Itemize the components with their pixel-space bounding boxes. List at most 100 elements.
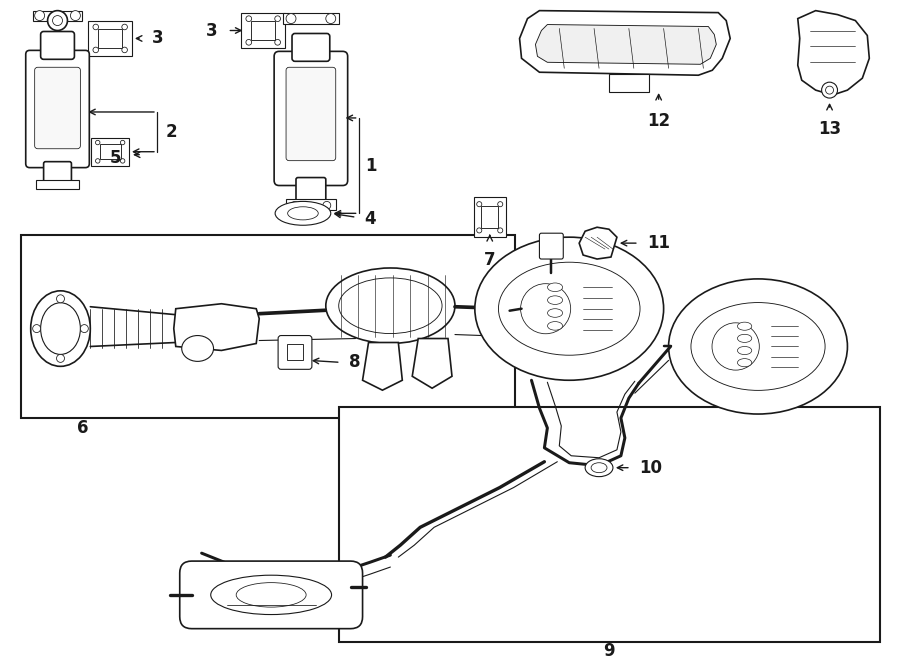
Circle shape: [323, 201, 331, 209]
Circle shape: [95, 159, 100, 163]
Text: 4: 4: [364, 211, 376, 228]
Polygon shape: [363, 342, 402, 390]
Text: 11: 11: [647, 234, 670, 252]
Text: 9: 9: [603, 641, 615, 659]
Circle shape: [80, 324, 88, 332]
Bar: [338, 407, 880, 641]
Ellipse shape: [737, 359, 751, 367]
Bar: [287, 344, 303, 360]
Circle shape: [498, 228, 503, 233]
Ellipse shape: [547, 296, 562, 305]
Ellipse shape: [211, 575, 331, 614]
Ellipse shape: [475, 237, 663, 380]
Polygon shape: [536, 24, 716, 64]
Ellipse shape: [326, 268, 455, 344]
Text: 3: 3: [152, 29, 164, 48]
Ellipse shape: [547, 308, 562, 317]
Bar: [21, 235, 515, 418]
Ellipse shape: [499, 262, 640, 355]
Text: 12: 12: [647, 112, 670, 130]
Circle shape: [70, 11, 80, 21]
Ellipse shape: [236, 583, 306, 607]
Circle shape: [32, 324, 40, 332]
Circle shape: [246, 40, 252, 45]
Bar: [241, 13, 285, 48]
Bar: [251, 21, 275, 40]
Ellipse shape: [275, 201, 331, 225]
Ellipse shape: [591, 463, 607, 473]
FancyBboxPatch shape: [180, 561, 363, 629]
Ellipse shape: [669, 279, 848, 414]
Ellipse shape: [691, 303, 825, 391]
Ellipse shape: [31, 291, 90, 366]
Bar: [98, 29, 122, 48]
Text: 5: 5: [110, 149, 122, 167]
Circle shape: [291, 201, 299, 209]
Circle shape: [93, 47, 98, 53]
FancyBboxPatch shape: [35, 68, 80, 149]
Bar: [481, 207, 499, 228]
Circle shape: [477, 202, 482, 207]
FancyBboxPatch shape: [43, 162, 71, 183]
Text: 8: 8: [348, 354, 360, 371]
Text: 6: 6: [76, 419, 88, 437]
FancyBboxPatch shape: [278, 336, 312, 369]
Bar: [36, 179, 79, 189]
Circle shape: [822, 82, 838, 98]
Bar: [284, 13, 338, 24]
Ellipse shape: [585, 459, 613, 477]
Text: 10: 10: [639, 459, 662, 477]
Ellipse shape: [547, 322, 562, 330]
Bar: [286, 199, 336, 211]
FancyBboxPatch shape: [40, 32, 75, 60]
Text: 3: 3: [206, 21, 218, 40]
Ellipse shape: [338, 278, 442, 334]
Circle shape: [93, 24, 98, 30]
Text: 2: 2: [166, 123, 177, 141]
Circle shape: [326, 14, 336, 24]
FancyBboxPatch shape: [26, 50, 89, 167]
FancyBboxPatch shape: [274, 52, 347, 185]
Text: 13: 13: [818, 120, 842, 138]
Polygon shape: [797, 11, 869, 95]
Circle shape: [246, 16, 252, 22]
Circle shape: [520, 284, 571, 334]
Circle shape: [286, 14, 296, 24]
FancyBboxPatch shape: [539, 233, 563, 259]
Ellipse shape: [737, 322, 751, 330]
FancyBboxPatch shape: [296, 177, 326, 203]
Circle shape: [52, 16, 62, 26]
Text: 1: 1: [365, 157, 377, 175]
Polygon shape: [519, 11, 730, 75]
Circle shape: [274, 40, 281, 45]
Bar: [100, 144, 121, 160]
Ellipse shape: [737, 334, 751, 342]
Circle shape: [121, 140, 125, 145]
Circle shape: [274, 16, 281, 22]
Bar: [609, 74, 649, 92]
Circle shape: [57, 295, 65, 303]
Ellipse shape: [737, 346, 751, 355]
Bar: [91, 138, 129, 166]
Circle shape: [712, 323, 760, 370]
Polygon shape: [580, 227, 616, 259]
Polygon shape: [412, 338, 452, 388]
Ellipse shape: [40, 303, 80, 354]
Circle shape: [95, 140, 100, 145]
Ellipse shape: [547, 283, 562, 291]
Circle shape: [498, 202, 503, 207]
Circle shape: [825, 86, 833, 94]
FancyBboxPatch shape: [286, 68, 336, 161]
Bar: [473, 197, 506, 237]
Circle shape: [35, 11, 45, 21]
Circle shape: [477, 228, 482, 233]
Circle shape: [121, 159, 125, 163]
Circle shape: [122, 47, 128, 53]
Ellipse shape: [288, 207, 319, 220]
Bar: [88, 21, 132, 56]
FancyBboxPatch shape: [292, 34, 329, 62]
Polygon shape: [174, 304, 259, 350]
Circle shape: [57, 354, 65, 362]
Circle shape: [122, 24, 128, 30]
Ellipse shape: [182, 336, 213, 361]
